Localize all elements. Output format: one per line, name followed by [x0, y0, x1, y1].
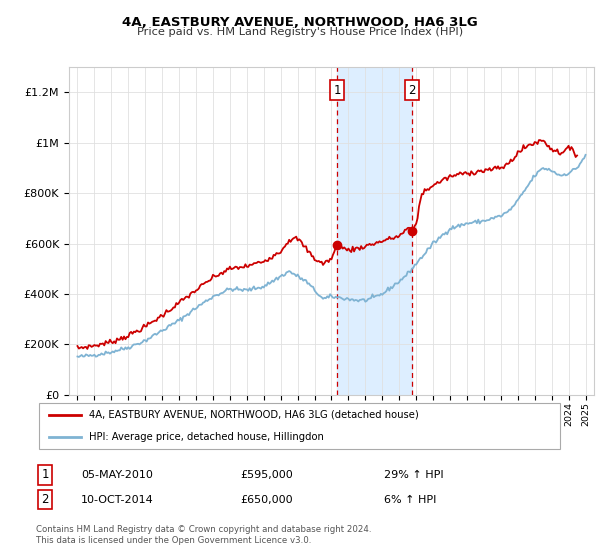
Text: 2: 2: [41, 493, 49, 506]
Text: Price paid vs. HM Land Registry's House Price Index (HPI): Price paid vs. HM Land Registry's House …: [137, 27, 463, 37]
Text: £650,000: £650,000: [240, 494, 293, 505]
Text: 4A, EASTBURY AVENUE, NORTHWOOD, HA6 3LG: 4A, EASTBURY AVENUE, NORTHWOOD, HA6 3LG: [122, 16, 478, 29]
Text: 1: 1: [41, 468, 49, 482]
FancyBboxPatch shape: [38, 404, 560, 449]
Text: 29% ↑ HPI: 29% ↑ HPI: [384, 470, 443, 480]
Text: £595,000: £595,000: [240, 470, 293, 480]
Text: 4A, EASTBURY AVENUE, NORTHWOOD, HA6 3LG (detached house): 4A, EASTBURY AVENUE, NORTHWOOD, HA6 3LG …: [89, 410, 419, 420]
Bar: [337, 67, 412, 395]
Text: 6% ↑ HPI: 6% ↑ HPI: [384, 494, 436, 505]
Text: 1: 1: [334, 83, 341, 96]
Text: 05-MAY-2010: 05-MAY-2010: [81, 470, 153, 480]
Text: HPI: Average price, detached house, Hillingdon: HPI: Average price, detached house, Hill…: [89, 432, 323, 442]
Text: Contains HM Land Registry data © Crown copyright and database right 2024.
This d: Contains HM Land Registry data © Crown c…: [36, 525, 371, 545]
Text: 10-OCT-2014: 10-OCT-2014: [81, 494, 154, 505]
Text: 2: 2: [409, 83, 416, 96]
